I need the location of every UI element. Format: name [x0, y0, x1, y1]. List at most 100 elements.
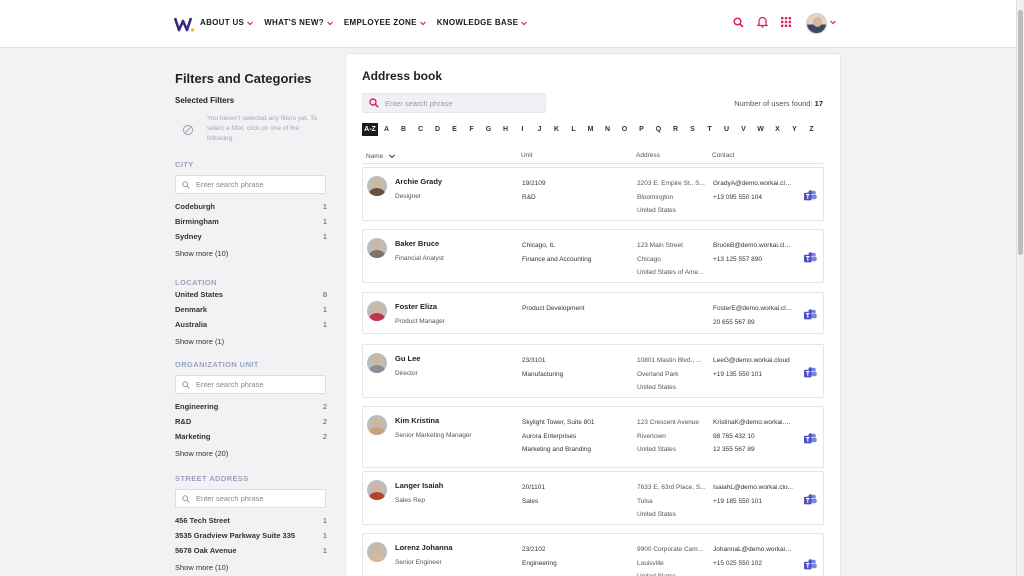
alphabet-letter-v[interactable]: V [741, 126, 746, 133]
alphabet-letter-l[interactable]: L [571, 126, 576, 133]
teams-chat-icon[interactable] [804, 252, 817, 263]
nav-item-knowledge-base[interactable]: KNOWLEDGE BASE [437, 18, 529, 27]
alphabet-letter-n[interactable]: N [604, 126, 611, 133]
alphabet-letter-z[interactable]: Z [809, 126, 814, 133]
filter-option[interactable]: 3535 Gradview Parkway Suite 335 1 [175, 531, 327, 540]
alphabet-letter-a[interactable]: A [383, 126, 390, 133]
alphabet-letter-g[interactable]: G [485, 126, 492, 133]
alphabet-letter-y[interactable]: Y [792, 126, 797, 133]
contact-row[interactable]: Foster Eliza Product Manager Product Devel… [362, 292, 824, 334]
contact-avatar[interactable] [367, 542, 387, 562]
contact-avatar[interactable] [367, 176, 387, 196]
contact-avatar[interactable] [367, 301, 387, 321]
alphabet-letter-s[interactable]: S [690, 126, 695, 133]
contact-name[interactable]: Kim Kristina [395, 416, 440, 425]
filter-search-input[interactable]: Enter search phrase [175, 175, 326, 194]
bell-icon[interactable] [754, 14, 770, 30]
alphabet-letter-r[interactable]: R [672, 126, 679, 133]
contact-name[interactable]: Gu Lee [395, 354, 421, 363]
page-scrollbar[interactable] [1016, 0, 1024, 576]
show-more-link[interactable]: Show more (20) [175, 449, 229, 458]
alphabet-letter-k[interactable]: K [553, 126, 560, 133]
contact-contact-line[interactable]: BruceB@demo.workai.clo... [713, 242, 793, 249]
filter-option[interactable]: 456 Tech Street 1 [175, 516, 327, 525]
alphabet-letter-q[interactable]: Q [655, 126, 662, 133]
contact-contact-line[interactable]: LeeG@demo.workai.cloud [713, 357, 790, 364]
contact-name[interactable]: Lorenz Johanna [395, 543, 453, 552]
filter-option[interactable]: Birmingham 1 [175, 217, 327, 226]
filter-option[interactable]: United States 8 [175, 290, 327, 299]
filter-option-count: 2 [322, 432, 327, 441]
nav-item-about-us[interactable]: ABOUT US [200, 18, 254, 27]
filter-option[interactable]: Denmark 1 [175, 305, 327, 314]
teams-chat-icon[interactable] [804, 190, 817, 201]
teams-chat-icon[interactable] [804, 433, 817, 444]
alphabet-letter-c[interactable]: C [417, 126, 424, 133]
alphabet-letter-m[interactable]: M [587, 126, 594, 133]
teams-chat-icon[interactable] [804, 367, 817, 378]
filter-option[interactable]: Codeburgh 1 [175, 202, 327, 211]
chevron-down-icon[interactable] [829, 18, 837, 26]
contact-contact-line[interactable]: GradyA@demo.workai.clo... [713, 180, 793, 187]
alphabet-letter-p[interactable]: P [639, 126, 644, 133]
apps-grid-icon[interactable] [778, 14, 794, 30]
filter-option[interactable]: R&D 2 [175, 417, 327, 426]
filter-option[interactable]: Engineering 2 [175, 402, 327, 411]
alphabet-letter-f[interactable]: F [469, 126, 474, 133]
contact-contact-line[interactable]: JohannaL@demo.workai.c... [713, 546, 793, 553]
filter-option[interactable]: Sydney 1 [175, 232, 327, 241]
column-header-name[interactable]: Name [366, 152, 396, 160]
contact-job-title: Financial Analyst [395, 255, 444, 262]
contact-name[interactable]: Archie Grady [395, 177, 443, 186]
alphabet-letter-d[interactable]: D [434, 126, 441, 133]
alphabet-letter-b[interactable]: B [400, 126, 407, 133]
filter-section-heading: LOCATION [175, 278, 217, 287]
teams-chat-icon[interactable] [804, 309, 817, 320]
alphabet-letter-e[interactable]: E [452, 126, 457, 133]
user-avatar[interactable] [806, 13, 827, 34]
alphabet-letter-w[interactable]: W [757, 126, 764, 133]
filter-search-input[interactable]: Enter search phrase [175, 489, 326, 508]
contact-row[interactable]: Lorenz Johanna Senior Engineer 23/2102 Engi… [362, 533, 824, 576]
show-more-link[interactable]: Show more (10) [175, 563, 229, 572]
contact-name[interactable]: Baker Bruce [395, 239, 440, 248]
contact-contact-line[interactable]: IsaiahL@demo.workai.clo... [713, 484, 793, 491]
alphabet-letter-u[interactable]: U [723, 126, 730, 133]
alphabet-letter-o[interactable]: O [621, 126, 628, 133]
contact-contact-line[interactable]: KristinaK@demo.workai.cl... [713, 419, 793, 426]
filter-search-input[interactable]: Enter search phrase [175, 375, 326, 394]
contact-row[interactable]: Archie Grady Designer 19/2109 R&D 2203 E. Em… [362, 167, 824, 221]
contact-row[interactable]: Langer Isaiah Sales Rep 20/1101 Sales 7633 E… [362, 471, 824, 525]
contact-contact-line[interactable]: FosterE@demo.workai.clo... [713, 305, 793, 312]
nav-item-what-s-new[interactable]: WHAT'S NEW? [264, 18, 334, 27]
contact-name[interactable]: Langer Isaiah [395, 481, 444, 490]
contact-row[interactable]: Baker Bruce Financial Analyst Chicago, IL F… [362, 229, 824, 283]
show-more-link[interactable]: Show more (1) [175, 337, 225, 346]
filter-option[interactable]: 5678 Oak Avenue 1 [175, 546, 327, 555]
alphabet-letter-i[interactable]: I [521, 126, 524, 133]
workai-logo[interactable] [174, 15, 194, 33]
contact-avatar[interactable] [367, 353, 387, 373]
filter-option[interactable]: Australia 1 [175, 320, 327, 329]
search-icon[interactable] [730, 14, 746, 30]
contact-row[interactable]: Gu Lee Director 23/3101 Manufacturing 10801 … [362, 344, 824, 398]
contact-contact-cell: KristinaK@demo.workai.cl... 98 765 432 10… [713, 416, 793, 457]
address-search-input[interactable]: Enter search phrase [362, 93, 546, 113]
alphabet-letter-a-z[interactable]: A-Z [362, 123, 378, 136]
teams-chat-icon[interactable] [804, 494, 817, 505]
filter-option[interactable]: Marketing 2 [175, 432, 327, 441]
nav-item-employee-zone[interactable]: EMPLOYEE ZONE [344, 18, 427, 27]
alphabet-letter-h[interactable]: H [502, 126, 509, 133]
alphabet-letter-t[interactable]: T [707, 126, 712, 133]
teams-chat-icon[interactable] [804, 559, 817, 570]
scrollbar-thumb[interactable] [1018, 10, 1023, 255]
alphabet-letter-x[interactable]: X [775, 126, 780, 133]
contact-name[interactable]: Foster Eliza [395, 302, 438, 311]
contact-row[interactable]: Kim Kristina Senior Marketing Manager Skyl… [362, 406, 824, 468]
contact-avatar[interactable] [367, 238, 387, 258]
show-more-link[interactable]: Show more (10) [175, 249, 229, 258]
filter-option-label: 5678 Oak Avenue [175, 546, 237, 555]
contact-avatar[interactable] [367, 480, 387, 500]
contact-avatar[interactable] [367, 415, 387, 435]
alphabet-letter-j[interactable]: J [537, 126, 542, 133]
